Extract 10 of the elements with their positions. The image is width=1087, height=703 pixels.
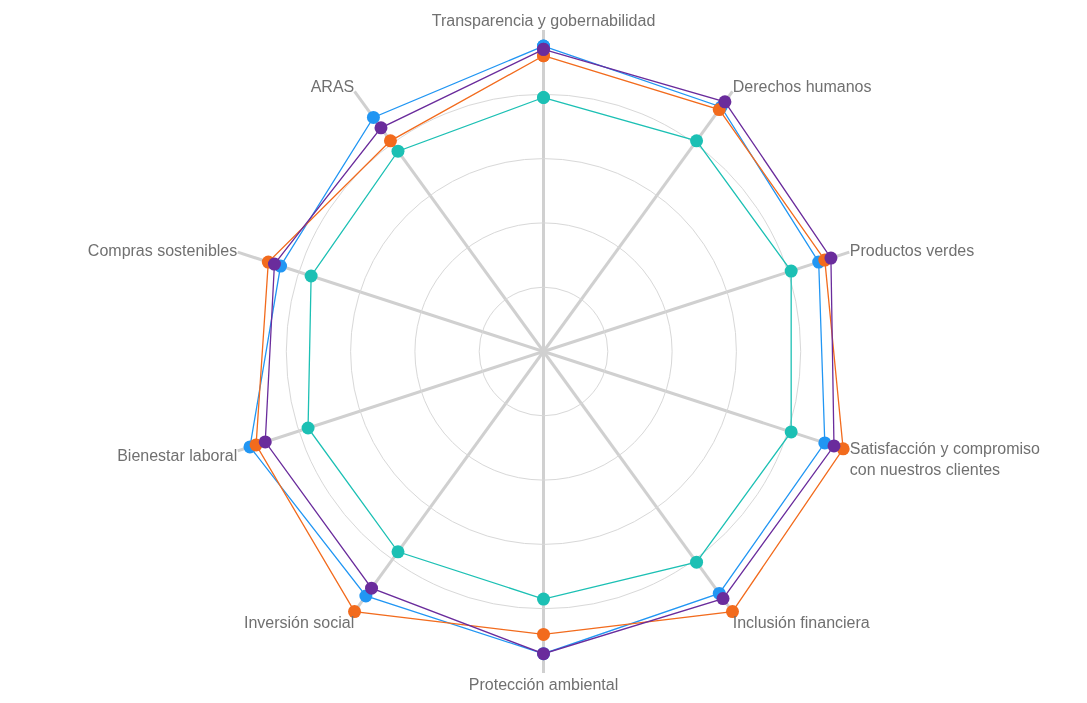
spoke-label: Protección ambiental (468, 675, 619, 693)
spoke-label: Bienestar laboral (117, 447, 238, 465)
spoke-label: Inclusión financiera (732, 614, 870, 632)
spoke-label: Productos verdes (849, 242, 975, 260)
spoke-label: Inversión social (243, 614, 355, 632)
spoke-label: Compras sostenibles (87, 242, 238, 260)
spoke-label: Transparencia y gobernabilidad (431, 12, 656, 30)
spoke-label: Derechos humanos (732, 77, 872, 95)
spoke-label: Satisfacción y compromiso con nuestros clientes (849, 440, 1041, 478)
spoke-label: ARAS (310, 77, 355, 95)
